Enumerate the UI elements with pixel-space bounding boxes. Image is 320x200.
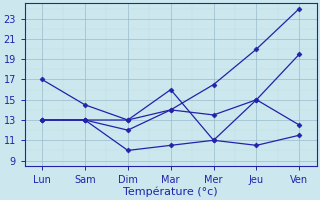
X-axis label: Température (°c): Température (°c) [124,186,218,197]
